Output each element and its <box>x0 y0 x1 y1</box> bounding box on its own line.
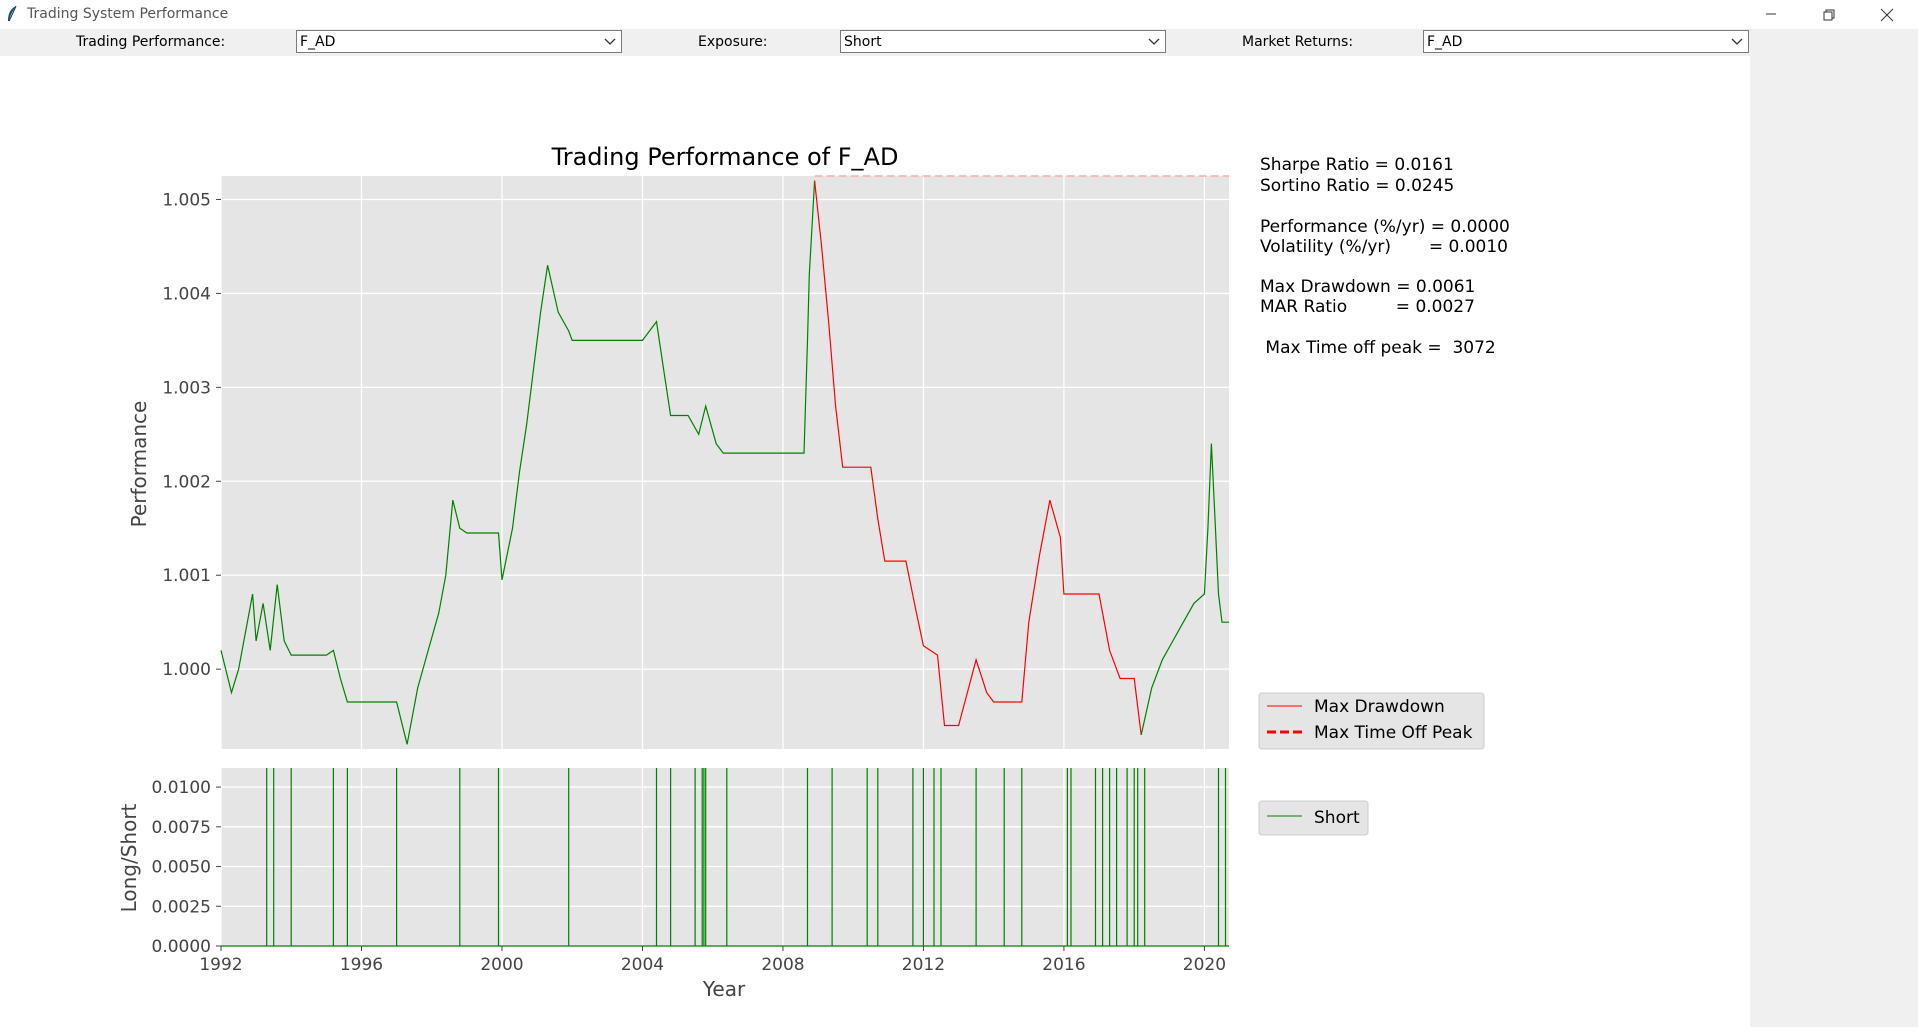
long-short-plot-area <box>221 768 1229 946</box>
exposure-value: Short <box>844 34 882 50</box>
x-tick-label: 1992 <box>199 955 242 975</box>
y-tick-label: 0.0050 <box>152 858 211 878</box>
max-drawdown-legend-label: Max Drawdown <box>1314 697 1445 717</box>
max-time-off-peak-text: Max Time off peak = 3072 <box>1260 338 1496 358</box>
max-drawdown-line <box>814 180 1142 735</box>
chevron-down-icon <box>604 38 616 45</box>
figure-canvas: 1.000 1.001 1.002 1.003 1.004 1.005 Trading P… <box>0 56 1750 1027</box>
market-returns-value: F_AD <box>1427 34 1463 50</box>
max-drawdown-text: Max Drawdown = 0.0061 <box>1260 277 1475 297</box>
trading-performance-label: Trading Performance: <box>76 34 226 50</box>
exposure-label: Exposure: <box>698 34 768 50</box>
performance-y-ticks: 1.000 1.001 1.002 1.003 1.004 1.005 <box>162 190 221 680</box>
selection-toolbar: Trading Performance: F_AD Exposure: Shor… <box>0 29 1750 56</box>
chart-title: Trading Performance of F_AD <box>551 143 899 171</box>
y-tick-label: 0.0000 <box>152 937 211 957</box>
long-short-y-ticks: 0.0000 0.0025 0.0050 0.0075 0.0100 <box>152 778 221 957</box>
y-tick-label: 1.000 <box>162 660 211 680</box>
performance-plot-area <box>221 176 1229 749</box>
x-tick-label: 2000 <box>480 955 523 975</box>
performance-text: Performance (%/yr) = 0.0000 <box>1260 217 1510 237</box>
trading-performance-value: F_AD <box>300 34 336 50</box>
chevron-down-icon <box>1731 38 1743 45</box>
x-tick-label: 2008 <box>761 955 804 975</box>
close-icon <box>1880 8 1894 22</box>
window-title: Trading System Performance <box>27 6 229 22</box>
x-tick-label: 2004 <box>621 955 664 975</box>
y-tick-label: 0.0100 <box>152 778 211 798</box>
y-tick-label: 1.003 <box>162 378 211 398</box>
y-tick-label: 1.005 <box>162 190 211 210</box>
long-short-y-label: Long/Short <box>117 803 141 912</box>
feather-icon <box>8 5 17 22</box>
y-tick-label: 0.0025 <box>152 897 211 917</box>
minimize-icon <box>1766 13 1776 15</box>
long-short-series <box>221 768 1229 947</box>
short-legend-label: Short <box>1314 808 1360 828</box>
legend-box <box>1258 692 1485 750</box>
performance-line <box>220 180 816 745</box>
x-tick-label: 2016 <box>1042 955 1085 975</box>
market-returns-select[interactable]: F_AD <box>1423 30 1749 53</box>
title-bar: Trading System Performance <box>0 0 1918 30</box>
x-tick-label: 2012 <box>902 955 945 975</box>
window-background <box>1750 29 1918 1027</box>
performance-line <box>1140 443 1229 736</box>
y-tick-label: 1.004 <box>162 284 211 304</box>
restore-button[interactable] <box>1800 0 1858 29</box>
sharpe-ratio-text: Sharpe Ratio = 0.0161 <box>1260 155 1454 175</box>
x-tick-label: 2020 <box>1183 955 1226 975</box>
restore-icon <box>1823 9 1835 21</box>
trading-performance-select[interactable]: F_AD <box>296 30 622 53</box>
stats-panel: Sharpe Ratio = 0.0161 Sortino Ratio = 0.… <box>1260 155 1510 358</box>
short-exposure-line <box>221 768 1229 947</box>
market-returns-label: Market Returns: <box>1242 34 1354 50</box>
volatility-text: Volatility (%/yr) = 0.0010 <box>1260 237 1508 257</box>
year-x-label: Year <box>702 977 746 1001</box>
minimize-button[interactable] <box>1742 0 1800 29</box>
performance-legend: Max Drawdown Max Time Off Peak <box>1258 692 1485 750</box>
y-tick-label: 0.0075 <box>152 818 211 838</box>
performance-series <box>220 175 1229 745</box>
max-time-off-peak-legend-label: Max Time Off Peak <box>1314 723 1473 743</box>
long-short-legend: Short <box>1258 800 1369 836</box>
legend-box <box>1258 800 1369 836</box>
sortino-ratio-text: Sortino Ratio = 0.0245 <box>1260 176 1454 196</box>
year-x-ticks: 1992 1996 2000 2004 2008 2012 2016 2020 <box>199 946 1226 975</box>
exposure-select[interactable]: Short <box>840 30 1166 53</box>
x-tick-label: 1996 <box>340 955 383 975</box>
y-tick-label: 1.001 <box>162 566 211 586</box>
performance-y-label: Performance <box>127 401 151 528</box>
y-tick-label: 1.002 <box>162 472 211 492</box>
chevron-down-icon <box>1148 38 1160 45</box>
performance-figure: 1.000 1.001 1.002 1.003 1.004 1.005 Trading P… <box>117 143 1510 1001</box>
mar-ratio-text: MAR Ratio = 0.0027 <box>1260 297 1475 317</box>
performance-grid <box>220 176 1229 749</box>
close-button[interactable] <box>1858 0 1916 29</box>
